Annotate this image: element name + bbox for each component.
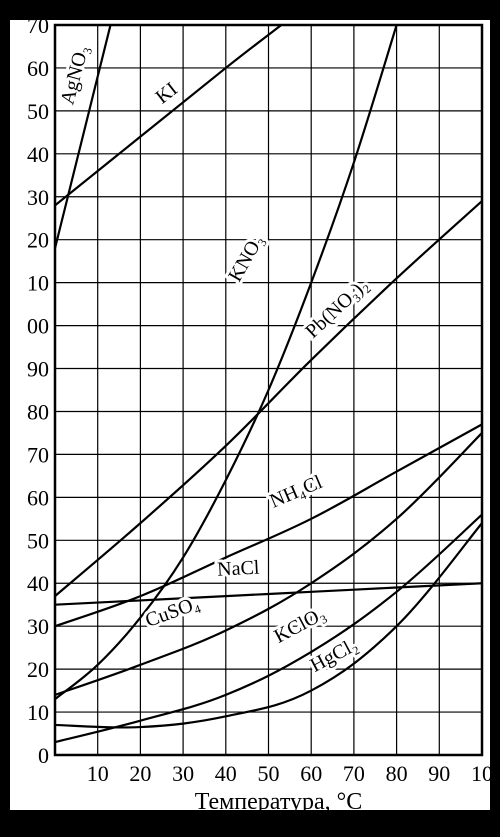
y-tick-label: 00	[27, 314, 49, 339]
y-tick-label: 60	[27, 485, 49, 510]
y-tick-label: 40	[27, 571, 49, 596]
series-label-NaCl: NaCl	[217, 557, 261, 581]
y-tick-label: 20	[27, 657, 49, 682]
y-tick-label: 20	[27, 228, 49, 253]
y-tick-label: 70	[27, 20, 49, 38]
x-tick-label: 10	[87, 761, 109, 786]
x-tick-label: 20	[129, 761, 151, 786]
y-tick-label: 30	[27, 185, 49, 210]
solubility-chart: 0 10 20 30 40 50 60 70 80 90 00 10 20 30 40 50 60 70 10 20 3…	[10, 20, 490, 810]
y-tick-label: 40	[27, 142, 49, 167]
y-tick-label: 50	[27, 528, 49, 553]
y-tick-label: 10	[27, 700, 49, 725]
y-tick-label: 0	[38, 743, 49, 768]
y-tick-label: 50	[27, 99, 49, 124]
y-tick-label: 90	[27, 357, 49, 382]
x-tick-label: 80	[386, 761, 408, 786]
chart-svg: 0 10 20 30 40 50 60 70 80 90 00 10 20 30 40 50 60 70 10 20 3…	[10, 20, 490, 810]
y-tick-label: 30	[27, 614, 49, 639]
x-axis-label: Температура, °C	[195, 789, 363, 810]
y-tick-label: 10	[27, 271, 49, 296]
x-tick-label: 10	[471, 761, 490, 786]
x-tick-label: 60	[300, 761, 322, 786]
x-tick-label: 90	[428, 761, 450, 786]
x-tick-label: 50	[258, 761, 280, 786]
y-tick-label: 80	[27, 399, 49, 424]
y-tick-label: 60	[27, 56, 49, 81]
x-tick-label: 70	[343, 761, 365, 786]
x-tick-label: 40	[215, 761, 237, 786]
y-tick-label: 70	[27, 442, 49, 467]
x-tick-label: 30	[172, 761, 194, 786]
